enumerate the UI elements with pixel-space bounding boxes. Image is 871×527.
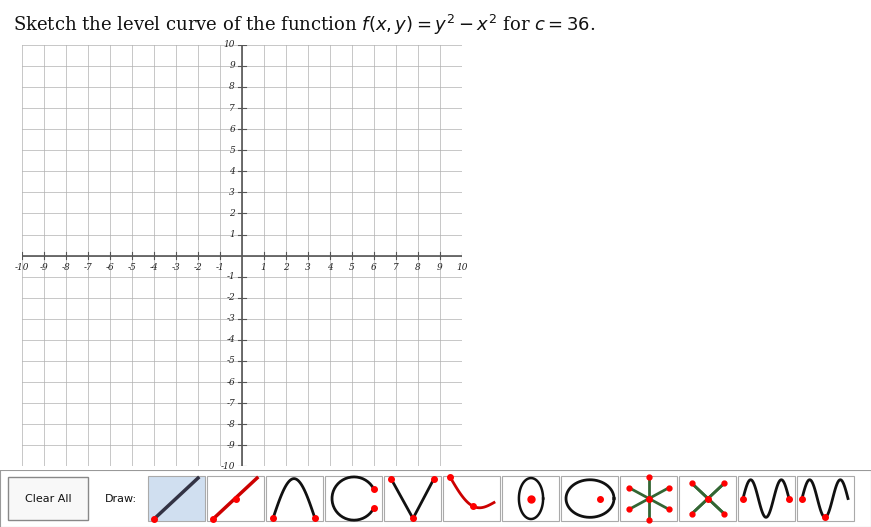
FancyBboxPatch shape (561, 476, 618, 521)
Text: 10: 10 (224, 40, 235, 50)
Text: 3: 3 (305, 263, 311, 272)
FancyBboxPatch shape (384, 476, 441, 521)
Text: -3: -3 (226, 314, 235, 324)
Text: 5: 5 (229, 145, 235, 155)
Text: 7: 7 (393, 263, 399, 272)
FancyBboxPatch shape (679, 476, 736, 521)
FancyBboxPatch shape (502, 476, 559, 521)
Text: -3: -3 (172, 263, 180, 272)
Text: -10: -10 (220, 462, 235, 471)
Text: 2: 2 (283, 263, 288, 272)
Text: -9: -9 (39, 263, 48, 272)
FancyBboxPatch shape (207, 476, 264, 521)
Text: -1: -1 (226, 272, 235, 281)
Text: Clear All: Clear All (24, 494, 71, 503)
Text: Sketch the level curve of the function $f(x, y) = y^2 - x^2$ for $c = 36$.: Sketch the level curve of the function $… (13, 13, 596, 37)
Text: 4: 4 (327, 263, 333, 272)
Text: -6: -6 (105, 263, 114, 272)
Text: -2: -2 (226, 293, 235, 302)
FancyBboxPatch shape (148, 476, 205, 521)
Text: -1: -1 (215, 263, 224, 272)
Text: 5: 5 (348, 263, 354, 272)
Text: 7: 7 (229, 103, 235, 113)
FancyBboxPatch shape (266, 476, 323, 521)
Text: -6: -6 (226, 377, 235, 387)
Text: -5: -5 (127, 263, 136, 272)
Text: -8: -8 (61, 263, 71, 272)
FancyBboxPatch shape (443, 476, 500, 521)
Text: 9: 9 (436, 263, 442, 272)
Text: -9: -9 (226, 441, 235, 450)
Text: -7: -7 (84, 263, 92, 272)
Text: 8: 8 (229, 82, 235, 92)
FancyBboxPatch shape (8, 477, 88, 520)
Text: -4: -4 (226, 335, 235, 345)
FancyBboxPatch shape (620, 476, 677, 521)
FancyBboxPatch shape (738, 476, 795, 521)
Text: 4: 4 (229, 167, 235, 176)
Text: -7: -7 (226, 398, 235, 408)
Text: 2: 2 (229, 209, 235, 218)
Text: Draw:: Draw: (105, 494, 137, 503)
Text: -4: -4 (149, 263, 159, 272)
Text: -5: -5 (226, 356, 235, 366)
FancyBboxPatch shape (797, 476, 854, 521)
Text: 8: 8 (415, 263, 421, 272)
Text: -8: -8 (226, 419, 235, 429)
Text: 9: 9 (229, 61, 235, 71)
Text: 10: 10 (456, 263, 468, 272)
FancyBboxPatch shape (325, 476, 382, 521)
Text: 6: 6 (371, 263, 376, 272)
Text: 1: 1 (260, 263, 267, 272)
Text: -10: -10 (15, 263, 29, 272)
Text: 1: 1 (229, 230, 235, 239)
Text: 3: 3 (229, 188, 235, 197)
Text: -2: -2 (193, 263, 202, 272)
Text: 6: 6 (229, 124, 235, 134)
